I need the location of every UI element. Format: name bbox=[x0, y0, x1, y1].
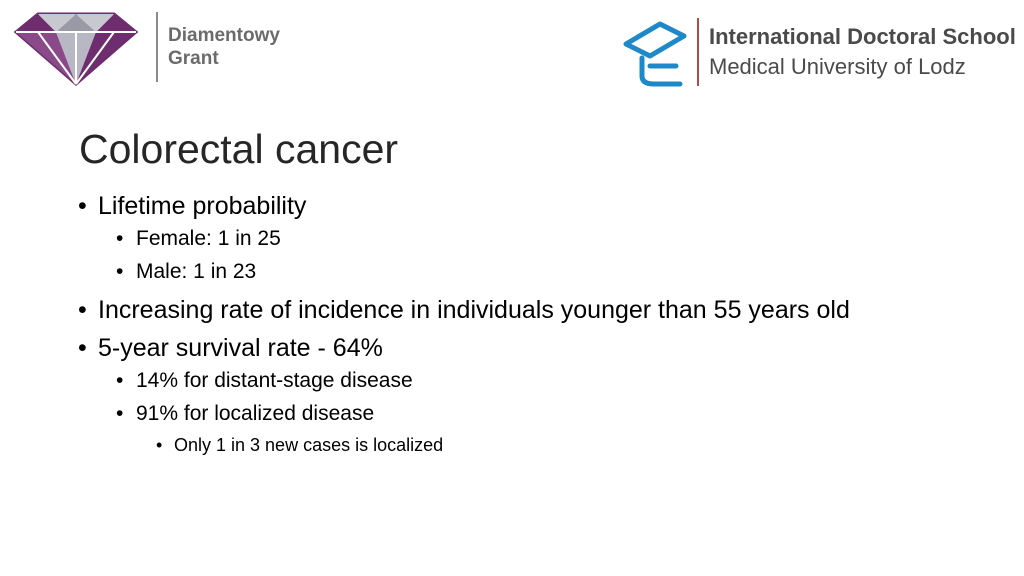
doctoral-school-logo: International Doctoral School Medical Un… bbox=[620, 14, 1016, 90]
bullet-female: Female: 1 in 25 bbox=[78, 222, 978, 255]
diamentowy-grant-logo: Diamentowy Grant bbox=[12, 10, 312, 88]
bullet-male: Male: 1 in 23 bbox=[78, 255, 978, 288]
bullet-distant-stage: 14% for distant-stage disease bbox=[78, 364, 978, 397]
doctoral-school-name: International Doctoral School bbox=[709, 24, 1016, 49]
slide-title: Colorectal cancer bbox=[79, 126, 399, 173]
diamentowy-grant-text: Diamentowy Grant bbox=[168, 25, 280, 69]
diamond-logo-icon bbox=[13, 12, 139, 86]
doctoral-school-cap-icon bbox=[623, 21, 687, 87]
logo-divider-red bbox=[697, 18, 699, 86]
university-name: Medical University of Lodz bbox=[709, 54, 966, 79]
bullet-localized: 91% for localized disease bbox=[78, 397, 978, 430]
bullet-incidence: Increasing rate of incidence in individu… bbox=[78, 294, 978, 326]
bullet-localized-ratio: Only 1 in 3 new cases is localized bbox=[78, 430, 978, 460]
bullet-list: Lifetime probability Female: 1 in 25 Mal… bbox=[78, 190, 978, 460]
bullet-survival-rate: 5-year survival rate - 64% bbox=[78, 332, 978, 364]
logo-divider bbox=[156, 12, 158, 82]
bullet-lifetime-probability: Lifetime probability bbox=[78, 190, 978, 222]
